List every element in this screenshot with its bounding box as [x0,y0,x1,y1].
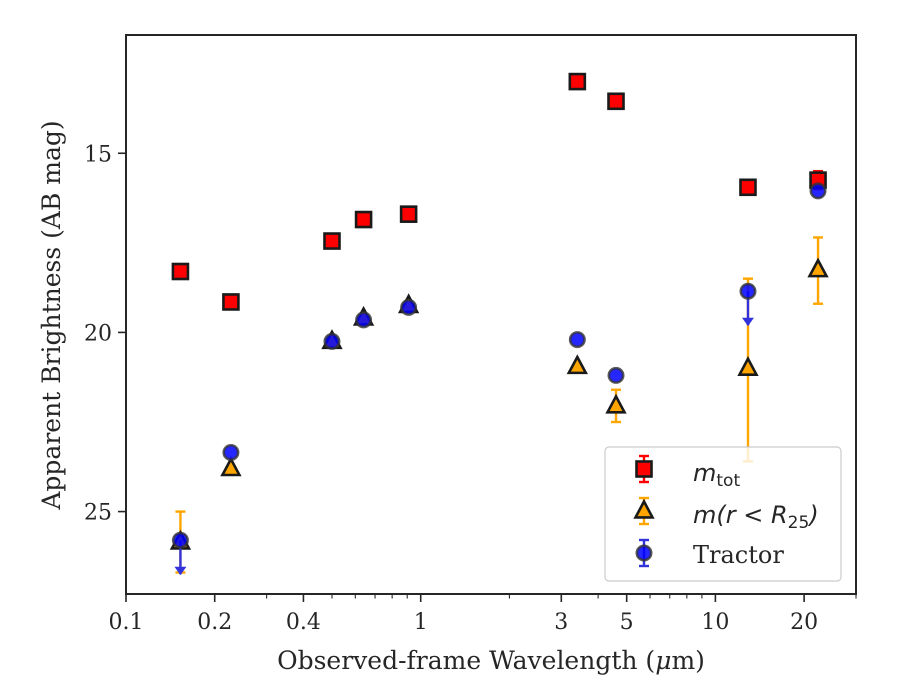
point-mtot [222,293,240,311]
upper-limit-arrow-tractor-head [742,317,754,327]
point-tractor [568,331,586,349]
x-tick-label: 0.4 [286,610,321,635]
x-tick-label: 1 [414,610,428,635]
x-tick-label: 0.2 [197,610,232,635]
point-tractor [400,298,418,316]
x-tick-label: 5 [620,610,634,635]
legend-marker-mtot [635,460,653,478]
point-m-r25 [566,354,588,375]
point-tractor [355,311,373,329]
point-mtot [607,92,625,111]
point-m-r25 [737,356,759,376]
point-tractor [739,282,757,300]
legend-label-m-r25: m(r < R25) [693,501,819,533]
legend-symbol-m-r25 [633,496,655,526]
x-tick-label: 0.1 [109,610,144,635]
y-axis-title: Apparent Brightness (AB mag) [37,120,66,510]
y-tick-label: 25 [84,501,112,526]
y-tick-label: 20 [84,321,112,346]
point-mtot [171,262,190,281]
point-tractor [607,366,625,384]
plot-frame [125,34,857,595]
y-tick-label: 15 [84,142,112,167]
x-tick-label: 10 [701,610,729,635]
series-mtot [171,72,827,311]
legend: mtot m(r < R25) Tractor [604,446,842,582]
point-mtot [323,232,341,250]
point-m-r25 [807,257,829,278]
point-mtot [354,210,373,229]
point-m-r25 [605,393,627,414]
x-tick-label: 20 [790,610,818,635]
legend-label-tractor: Tractor [693,541,784,569]
legend-marker-tractor [635,544,653,562]
point-tractor [222,443,240,461]
legend-symbol-tractor [635,538,653,568]
x-axis-title: Observed-frame Wavelength (μm) [277,646,705,675]
point-tractor [171,531,189,549]
point-mtot [739,178,757,197]
legend-label-mtot: mtot [693,459,740,491]
series-tractor [171,182,827,576]
point-mtot [568,72,587,91]
x-tick-label: 3 [554,610,568,635]
point-tractor [323,332,341,350]
legend-frame [604,446,842,582]
upper-limit-arrow-tractor-head [174,566,187,576]
legend-symbol-mtot [635,454,653,484]
legend-marker-m-r25 [633,498,655,519]
point-m-r25 [220,456,242,477]
point-tractor [809,182,827,200]
point-mtot [399,205,418,223]
